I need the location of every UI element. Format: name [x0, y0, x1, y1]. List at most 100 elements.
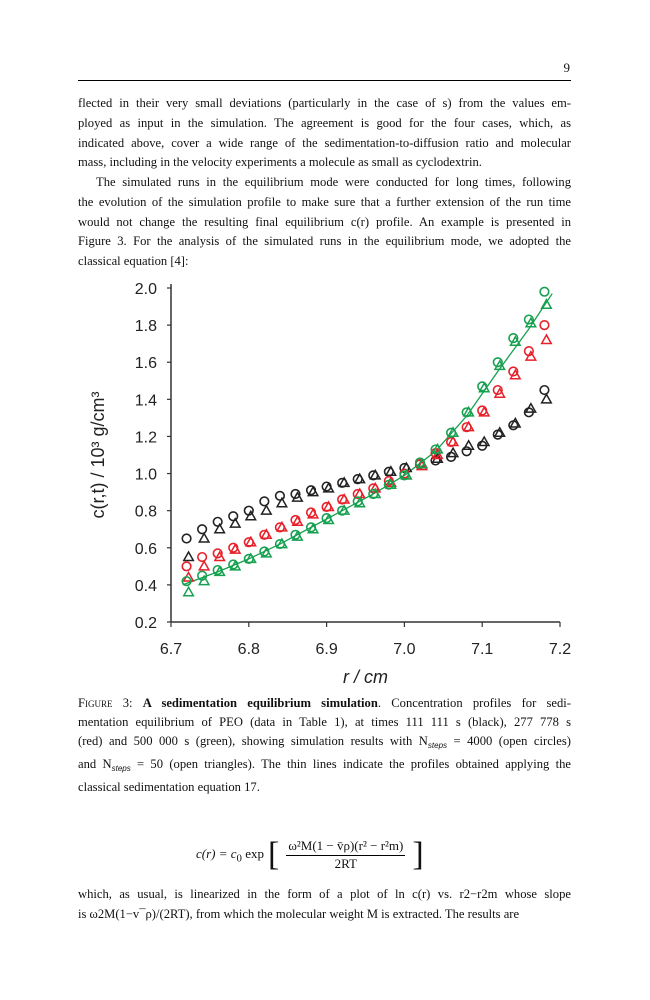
y-tick-label: 0.6: [135, 541, 157, 558]
data-point-circle: [181, 576, 192, 587]
data-point-circle: [539, 320, 550, 331]
data-point-triangle: [322, 500, 335, 512]
data-point-triangle: [462, 405, 475, 417]
data-point-triangle: [478, 405, 491, 417]
data-point-triangle: [478, 435, 491, 447]
data-point-triangle: [275, 496, 289, 508]
text-line: classical equation [4]:: [78, 254, 189, 269]
figure-caption: Figure 3: A sedimentation equilibrium si…: [78, 694, 571, 797]
caption-text: = 50 (open triangles). The thin lines in…: [130, 757, 571, 771]
data-point-triangle: [369, 468, 382, 480]
y-tick-label: 0.4: [135, 578, 157, 595]
text-line: is ω2M(1−v¯ρ)/(2RT), from which the mole…: [78, 906, 520, 921]
equation-lhs: c(r) = c: [196, 845, 237, 861]
data-point-triangle: [182, 550, 195, 562]
concentration-profile-chart: 0.2 0.4 0.6 0.8 1.0 1.2 1.4 1.6 1.8 2.0 6.7 6.8 6.9 7…: [88, 281, 571, 687]
data-point-triangle: [182, 585, 195, 597]
data-point-triangle: [353, 496, 366, 508]
data-point-triangle: [229, 517, 242, 528]
data-point-triangle: [353, 472, 366, 484]
equation-denominator: 2RT: [334, 856, 357, 871]
data-point-triangle: [446, 435, 460, 447]
text-line: indicated above, cover a wide range of t…: [78, 135, 571, 150]
data-point-triangle: [524, 402, 537, 413]
data-point-triangle: [306, 522, 320, 534]
text-line: which, as usual, is linearized in the fo…: [78, 887, 571, 901]
equation-numerator: ω²M(1 − v̄ρ)(r² − r²m): [286, 838, 406, 856]
y-tick-label: 1.8: [135, 318, 157, 335]
data-point-circle: [492, 384, 503, 396]
text-line: flected in their very small deviations (…: [78, 96, 571, 110]
data-point-triangle: [493, 359, 506, 371]
data-point-triangle: [478, 381, 491, 393]
data-point-triangle: [260, 504, 273, 515]
data-point-circle: [290, 488, 301, 500]
data-point-triangle: [540, 392, 553, 404]
caption-label: Figure 3:: [78, 696, 133, 710]
data-point-circle: [492, 357, 503, 368]
data-point-triangle: [540, 298, 553, 309]
caption-subscript: steps: [111, 764, 131, 773]
data-point-triangle: [306, 485, 320, 497]
data-point-triangle: [369, 487, 382, 499]
data-point-triangle: [306, 507, 320, 519]
caption-subscript: steps: [427, 741, 448, 750]
data-point-triangle: [524, 350, 537, 361]
data-point-triangle: [198, 574, 211, 586]
data-point-triangle: [369, 481, 382, 493]
data-point-triangle: [415, 457, 429, 469]
data-point-triangle: [260, 546, 273, 558]
data-point-triangle: [384, 478, 397, 489]
x-tick-label: 7.0: [393, 641, 415, 658]
y-tick-label: 1.0: [135, 467, 157, 484]
data-point-circle: [461, 446, 472, 457]
data-point-circle: [197, 524, 208, 535]
data-point-triangle: [384, 465, 397, 476]
x-tick-label: 6.8: [238, 641, 260, 658]
data-point-triangle: [275, 520, 289, 532]
data-point-triangle: [415, 459, 429, 471]
data-point-triangle: [244, 509, 257, 521]
data-point-circle: [508, 332, 519, 344]
data-point-circle: [539, 286, 550, 297]
y-axis-label: c(r,t) / 10³ g/cm³: [88, 391, 108, 518]
text-line: Figure 3. For the analysis of the simula…: [78, 234, 571, 249]
text-line: The simulated runs in the equilibrium mo…: [96, 175, 571, 189]
data-point-circle: [181, 561, 192, 572]
data-point-triangle: [198, 531, 211, 543]
data-point-triangle: [322, 513, 335, 525]
data-point-triangle: [213, 565, 226, 577]
data-point-circle: [228, 511, 239, 522]
y-tick-label: 1.2: [135, 429, 157, 446]
data-point-triangle: [213, 550, 226, 562]
data-point-circle: [212, 548, 223, 559]
data-point-circle: [523, 314, 534, 325]
data-point-triangle: [338, 504, 351, 515]
data-point-circle: [539, 384, 550, 396]
data-point-triangle: [400, 468, 413, 480]
data-point-triangle: [291, 491, 304, 502]
y-tick-label: 0.2: [135, 615, 157, 632]
caption-text: and N: [78, 757, 112, 771]
y-tick-label: 2.0: [135, 281, 157, 298]
x-tick-label: 7.2: [549, 641, 571, 658]
caption-text: . Concentration profiles for sedi-: [377, 696, 571, 710]
y-tick-label: 1.6: [135, 355, 157, 372]
x-tick-label: 6.9: [315, 641, 337, 658]
data-point-triangle: [446, 446, 460, 458]
data-point-triangle: [275, 537, 289, 549]
data-point-circle: [181, 533, 192, 544]
data-point-triangle: [462, 439, 475, 450]
data-point-triangle: [462, 420, 475, 432]
data-point-triangle: [229, 559, 242, 571]
data-point-triangle: [213, 522, 226, 534]
caption-text: = 4000 (open circles): [447, 734, 571, 748]
data-point-triangle: [446, 426, 460, 437]
data-point-triangle: [524, 316, 537, 328]
data-point-triangle: [493, 426, 506, 437]
text-line: mass, including in the velocity experime…: [78, 155, 482, 170]
text-line: the evolution of the simulation profile …: [78, 194, 571, 209]
data-point-triangle: [509, 335, 522, 347]
data-point-triangle: [244, 552, 257, 564]
